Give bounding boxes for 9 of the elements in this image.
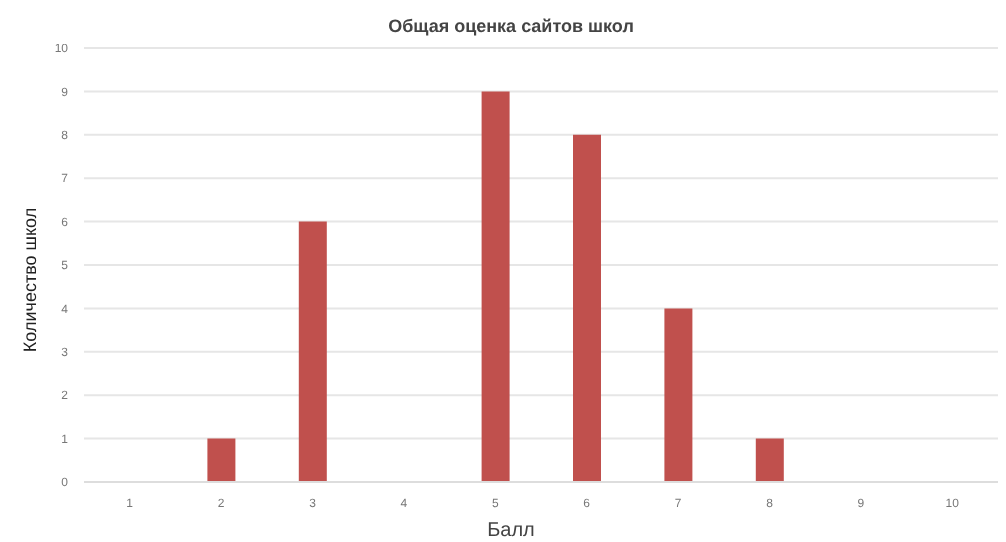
bar bbox=[481, 91, 510, 482]
bar bbox=[298, 221, 327, 482]
bar bbox=[573, 134, 601, 482]
y-axis-title: Количество школ bbox=[20, 206, 40, 352]
chart-title: Общая оценка сайтов школ bbox=[386, 16, 636, 36]
bar bbox=[664, 308, 693, 482]
x-axis-title: Балл bbox=[485, 520, 537, 542]
bar bbox=[207, 438, 236, 482]
bar bbox=[755, 438, 784, 482]
